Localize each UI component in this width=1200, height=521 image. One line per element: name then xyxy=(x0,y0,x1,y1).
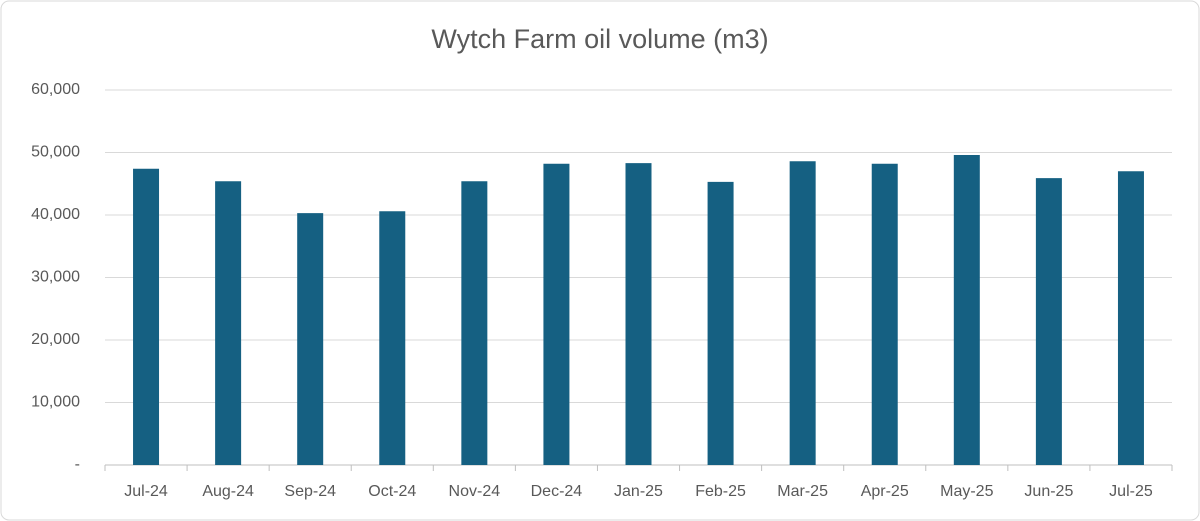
bar xyxy=(543,163,570,465)
y-tick-label: 50,000 xyxy=(31,144,80,161)
x-tick-label: Apr-25 xyxy=(861,483,909,500)
x-tick-label: May-25 xyxy=(940,483,993,500)
x-tick-label: Aug-24 xyxy=(202,483,254,500)
y-tick-label: 10,000 xyxy=(31,394,80,411)
x-tick-label: Feb-25 xyxy=(695,483,746,500)
y-tick-label: 20,000 xyxy=(31,331,80,348)
bar xyxy=(1035,178,1062,465)
bar xyxy=(707,181,734,465)
x-tick-label: Jun-25 xyxy=(1024,483,1073,500)
x-tick-label: Dec-24 xyxy=(531,483,583,500)
x-tick-label: Jul-24 xyxy=(124,483,168,500)
x-tick-label: Mar-25 xyxy=(777,483,828,500)
y-tick-label: 60,000 xyxy=(31,81,80,98)
y-tick-label: - xyxy=(75,456,80,473)
bar xyxy=(215,181,242,465)
chart-title: Wytch Farm oil volume (m3) xyxy=(431,24,768,54)
bar xyxy=(789,161,816,465)
bar xyxy=(625,163,652,465)
bar xyxy=(133,168,160,465)
x-tick-label: Sep-24 xyxy=(284,483,336,500)
bar xyxy=(1117,171,1144,465)
bar xyxy=(953,155,980,465)
bar xyxy=(379,211,406,465)
x-tick-label: Oct-24 xyxy=(368,483,416,500)
y-tick-label: 30,000 xyxy=(31,269,80,286)
y-tick-label: 40,000 xyxy=(31,206,80,223)
x-tick-label: Jan-25 xyxy=(614,483,663,500)
x-tick-label: Jul-25 xyxy=(1109,483,1153,500)
bar xyxy=(871,163,898,465)
bar xyxy=(297,213,324,465)
x-tick-label: Nov-24 xyxy=(449,483,501,500)
bar xyxy=(461,181,488,465)
